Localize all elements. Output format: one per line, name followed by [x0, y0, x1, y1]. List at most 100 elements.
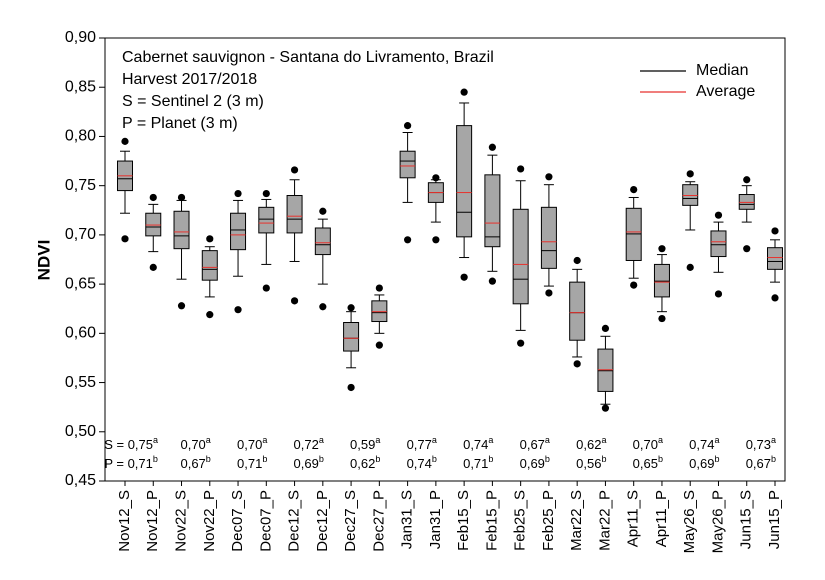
annotation-letter: a	[714, 435, 719, 445]
annotation-value: 0,62	[350, 456, 375, 471]
annotation-letter: b	[375, 454, 380, 464]
outlier-low	[573, 360, 581, 368]
x-tick-label: Jun15_S	[738, 490, 755, 549]
outlier-high	[234, 189, 242, 198]
annotation-value: 0,72	[294, 437, 319, 452]
outlier-high	[177, 193, 186, 202]
annotation: 0,72a	[294, 435, 324, 452]
x-tick-label: Dec12_S	[286, 490, 303, 552]
outlier-low	[545, 289, 553, 297]
annotation: P = 0,71b	[104, 454, 158, 471]
annotation-value: 0,71	[463, 456, 488, 471]
x-tick-label: Nov12_S	[116, 490, 133, 552]
annotation-value: 0,59	[350, 437, 375, 452]
outlier-low	[319, 303, 327, 311]
annotation: 0,71b	[237, 454, 267, 471]
box	[710, 230, 727, 258]
outlier-high	[545, 173, 553, 181]
annotation-letter: a	[432, 435, 437, 445]
annotation-value: 0,77	[407, 437, 432, 452]
annotation: 0,59a	[350, 435, 380, 452]
y-tick-label: 0,65	[65, 275, 96, 292]
annotation: 0,67b	[746, 454, 776, 471]
y-tick-label: 0,80	[65, 128, 96, 145]
x-tick-label: Jan31_P	[427, 490, 444, 549]
box	[540, 206, 557, 269]
x-tick-label: Feb25_S	[512, 490, 529, 551]
y-tick-label: 0,90	[65, 29, 96, 46]
annotation-value: 0,70	[180, 437, 205, 452]
annotation: 0,65b	[633, 454, 663, 471]
x-tick-label: Jan31_S	[399, 490, 416, 549]
x-tick-label: Nov22_P	[201, 490, 218, 552]
annotation: 0,62a	[576, 435, 606, 452]
annotation-value: 0,74	[689, 437, 714, 452]
annotation-letter: a	[206, 435, 211, 445]
annotation: 0,69b	[520, 454, 550, 471]
outlier-high	[517, 165, 525, 173]
outlier-low	[177, 302, 186, 310]
annotation-letter: a	[319, 435, 324, 445]
annotation-value: 0,74	[463, 437, 488, 452]
annotation-value: 0,69	[689, 456, 714, 471]
outlier-low	[432, 236, 440, 244]
box	[173, 210, 190, 250]
outlier-high	[262, 189, 270, 198]
annotation: 0,62b	[350, 454, 380, 471]
outlier-high	[686, 170, 694, 178]
y-axis-label: NDVI	[34, 240, 53, 281]
box	[201, 250, 218, 281]
outlier-low	[262, 284, 270, 292]
annotation: 0,69b	[294, 454, 324, 471]
annotation-value: 0,70	[237, 437, 262, 452]
annotation-value: 0,74	[407, 456, 432, 471]
annotation-value: 0,62	[576, 437, 601, 452]
annotation-letter: b	[432, 454, 437, 464]
annotation: 0,77a	[407, 435, 437, 452]
x-tick-label: Jun15_P	[766, 490, 783, 549]
annotation-value: P = 0,71	[104, 456, 153, 471]
x-tick-label: Apr11_S	[625, 490, 642, 547]
annotation: 0,73a	[746, 435, 776, 452]
x-tick-label: Apr11_P	[653, 490, 670, 547]
y-tick-label: 0,60	[65, 325, 96, 342]
outlier-high	[630, 186, 638, 194]
annotation-value: 0,71	[237, 456, 262, 471]
x-tick-label: Feb15_S	[455, 490, 472, 551]
outlier-high	[290, 166, 299, 174]
box	[314, 227, 331, 256]
outlier-high	[347, 304, 355, 312]
x-tick-label: Mar22_P	[596, 490, 613, 551]
outlier-low	[404, 236, 412, 244]
annotation-value: 0,67	[180, 456, 205, 471]
outlier-low	[488, 277, 496, 285]
x-tick-label: Dec27_S	[342, 490, 359, 552]
annotation: 0,74b	[407, 454, 437, 471]
box	[286, 195, 303, 234]
annotation-letter: a	[153, 435, 158, 445]
outlier-low	[121, 235, 129, 243]
legend-label: Median	[696, 62, 748, 79]
annotation-letter: a	[488, 435, 493, 445]
outlier-low	[630, 281, 638, 289]
x-tick-label: May26_P	[709, 490, 726, 553]
annotation-letter: b	[262, 454, 267, 464]
title-line: P = Planet (3 m)	[122, 115, 238, 132]
outlier-high	[658, 245, 666, 253]
annotation-letter: b	[153, 454, 158, 464]
outlier-low	[743, 245, 751, 253]
annotation-letter: a	[262, 435, 267, 445]
x-tick-label: Dec27_P	[370, 490, 387, 552]
outlier-high	[771, 227, 779, 235]
outlier-low	[375, 341, 383, 349]
annotation-letter: b	[771, 454, 776, 464]
annotation-value: 0,67	[520, 437, 545, 452]
outlier-low	[686, 263, 694, 271]
x-tick-label: Dec07_S	[229, 490, 246, 552]
annotation-value: S = 0,75	[104, 437, 153, 452]
outlier-low	[290, 297, 299, 305]
outlier-high	[121, 137, 129, 145]
outlier-low	[517, 339, 525, 347]
outlier-high	[432, 174, 440, 182]
outlier-high	[319, 207, 327, 215]
